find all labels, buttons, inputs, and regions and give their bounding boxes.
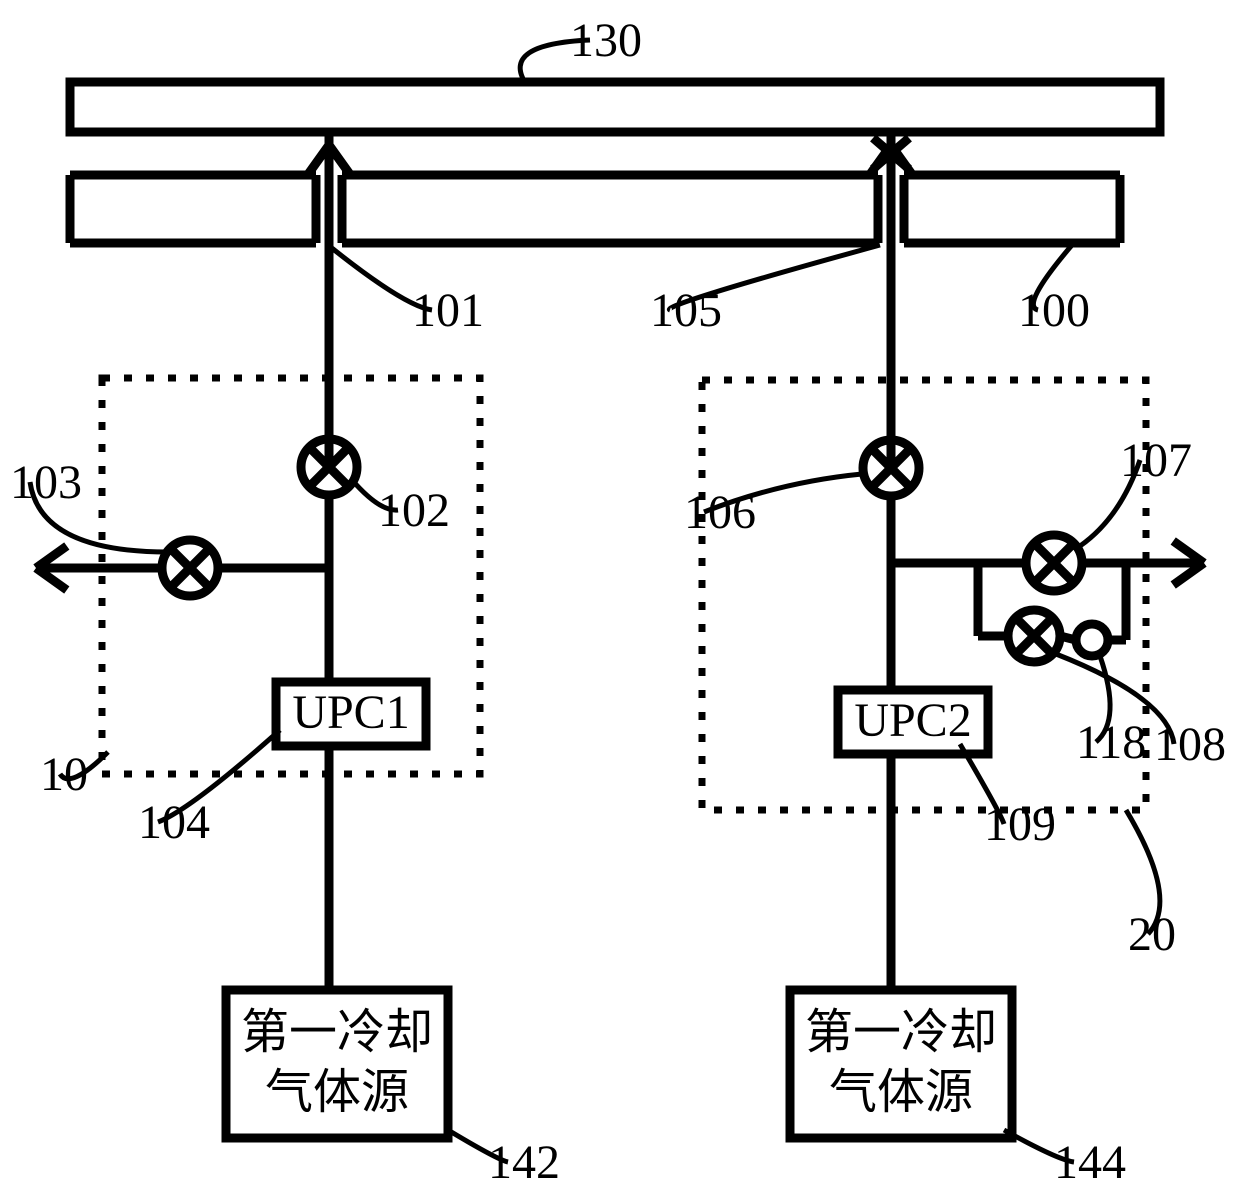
upc1-label: UPC1	[292, 686, 409, 739]
ref-142: 142	[488, 1136, 560, 1189]
ref-107: 107	[1120, 434, 1192, 487]
ref-118: 118	[1076, 716, 1146, 769]
ref-102: 102	[378, 484, 450, 537]
upc2-label: UPC2	[854, 694, 971, 747]
ref-104: 104	[138, 796, 210, 849]
ref-101: 101	[412, 284, 484, 337]
ref-103: 103	[10, 456, 82, 509]
ref-109: 109	[984, 798, 1056, 851]
source-src_142-l2: 气体源	[265, 1066, 409, 1119]
orifice-118	[1076, 624, 1108, 656]
ref-106: 106	[684, 486, 756, 539]
bar-130	[70, 82, 1160, 132]
source-src_144-l1: 第一冷却	[805, 1006, 997, 1059]
source-src_142-l1: 第一冷却	[241, 1006, 433, 1059]
source-src_144-l2: 气体源	[829, 1066, 973, 1119]
schematic-diagram: UPC1 UPC2 第一冷却气体源 第一冷却气体源 10 20 100 101 102 103 10…	[0, 0, 1240, 1204]
ref-108: 108	[1154, 718, 1226, 771]
ref-144: 144	[1054, 1136, 1126, 1189]
ref-105: 105	[650, 284, 722, 337]
ref-10: 10	[40, 748, 88, 801]
ref-20: 20	[1128, 908, 1176, 961]
ref-130: 130	[570, 14, 642, 67]
ref-100: 100	[1018, 284, 1090, 337]
